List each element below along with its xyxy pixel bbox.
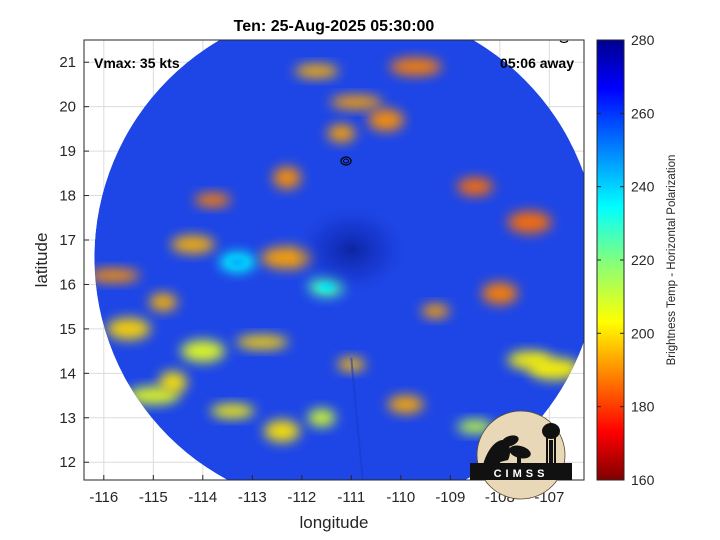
colorbar-tick-label: 280 — [631, 32, 655, 48]
colorbar-tick-label: 200 — [631, 325, 655, 341]
colorbar-ticks: 160 180 200 220 240 260 280 — [597, 32, 655, 488]
x-tick-label: -116 — [89, 489, 118, 506]
feature-blob — [294, 64, 339, 79]
feature-blob — [210, 404, 255, 419]
features-layer — [94, 57, 581, 443]
feature-blob — [94, 268, 140, 283]
swath-layer — [94, 40, 584, 480]
y-tick-label: 20 — [59, 99, 76, 116]
y-tick-label: 16 — [59, 276, 76, 293]
y-axis: 12 13 14 15 16 17 18 19 20 21 — [59, 54, 89, 471]
y-tick-label: 19 — [59, 143, 76, 160]
feature-blob — [236, 335, 289, 350]
vmax-label: Vmax: 35 kts — [94, 55, 180, 71]
cimss-logo: CIMSS — [470, 410, 572, 500]
feature-blob — [264, 420, 301, 443]
feature-blob — [272, 166, 301, 189]
x-tick-label: -111 — [337, 489, 365, 506]
feature-blob — [159, 371, 188, 394]
x-tick-label: -112 — [287, 489, 316, 506]
feature-blob — [457, 177, 494, 196]
feature-blob — [528, 357, 581, 380]
feature-blob — [507, 211, 552, 234]
feature-core — [229, 257, 246, 267]
feature-blob — [170, 235, 215, 254]
y-axis-label: latitude — [32, 233, 51, 288]
feature-blob — [389, 57, 442, 76]
y-tick-label: 21 — [59, 54, 76, 71]
storm-center — [291, 201, 412, 298]
feature-blob — [421, 304, 450, 319]
logo-silhouette — [470, 423, 572, 480]
colorbar-tick-label: 220 — [631, 252, 655, 268]
feature-blob — [457, 419, 494, 434]
feature-blob — [327, 124, 356, 143]
colorbar — [596, 39, 625, 481]
y-tick-label: 15 — [59, 321, 76, 338]
colorbar-tick-label: 260 — [631, 105, 655, 121]
feature-blob — [481, 282, 518, 305]
feature-blob — [330, 95, 383, 110]
y-tick-label: 17 — [59, 232, 76, 249]
y-tick-label: 12 — [59, 454, 76, 471]
feature-blob — [149, 293, 178, 312]
feature-blob — [106, 317, 151, 340]
chart-title: Ten: 25-Aug-2025 05:30:00 — [234, 18, 435, 35]
swath-edge — [350, 357, 368, 480]
feature-blob — [367, 109, 404, 131]
axes-frame — [83, 39, 585, 481]
y-tick-label: 18 — [59, 188, 76, 205]
x-axis-label: longitude — [299, 513, 368, 532]
feature-blob — [194, 193, 231, 207]
colorbar-tick-label: 160 — [631, 472, 655, 488]
y-tick-label: 13 — [59, 410, 76, 427]
feature-blob — [307, 408, 336, 427]
x-tick-label: -110 — [386, 489, 415, 506]
time-away-label: 05:06 away — [500, 55, 574, 71]
x-axis: -116 -115 -114 -113 -112 -111 -110 -109 -108 -107 — [89, 475, 564, 506]
contour-marker — [340, 40, 569, 166]
colorbar-label: Brightness Temp - Horizontal Polarizatio… — [666, 155, 678, 366]
feature-blob — [180, 340, 225, 363]
colorbar-tick-label: 240 — [631, 179, 655, 195]
y-tick-label: 14 — [59, 365, 76, 382]
x-tick-label: -109 — [435, 489, 465, 506]
feature-blob — [387, 395, 424, 414]
x-tick-label: -115 — [139, 489, 168, 506]
x-tick-label: -114 — [188, 489, 217, 506]
colorbar-tick-label: 180 — [631, 399, 655, 415]
logo-text: CIMSS — [494, 468, 549, 480]
x-tick-label: -113 — [238, 489, 267, 506]
